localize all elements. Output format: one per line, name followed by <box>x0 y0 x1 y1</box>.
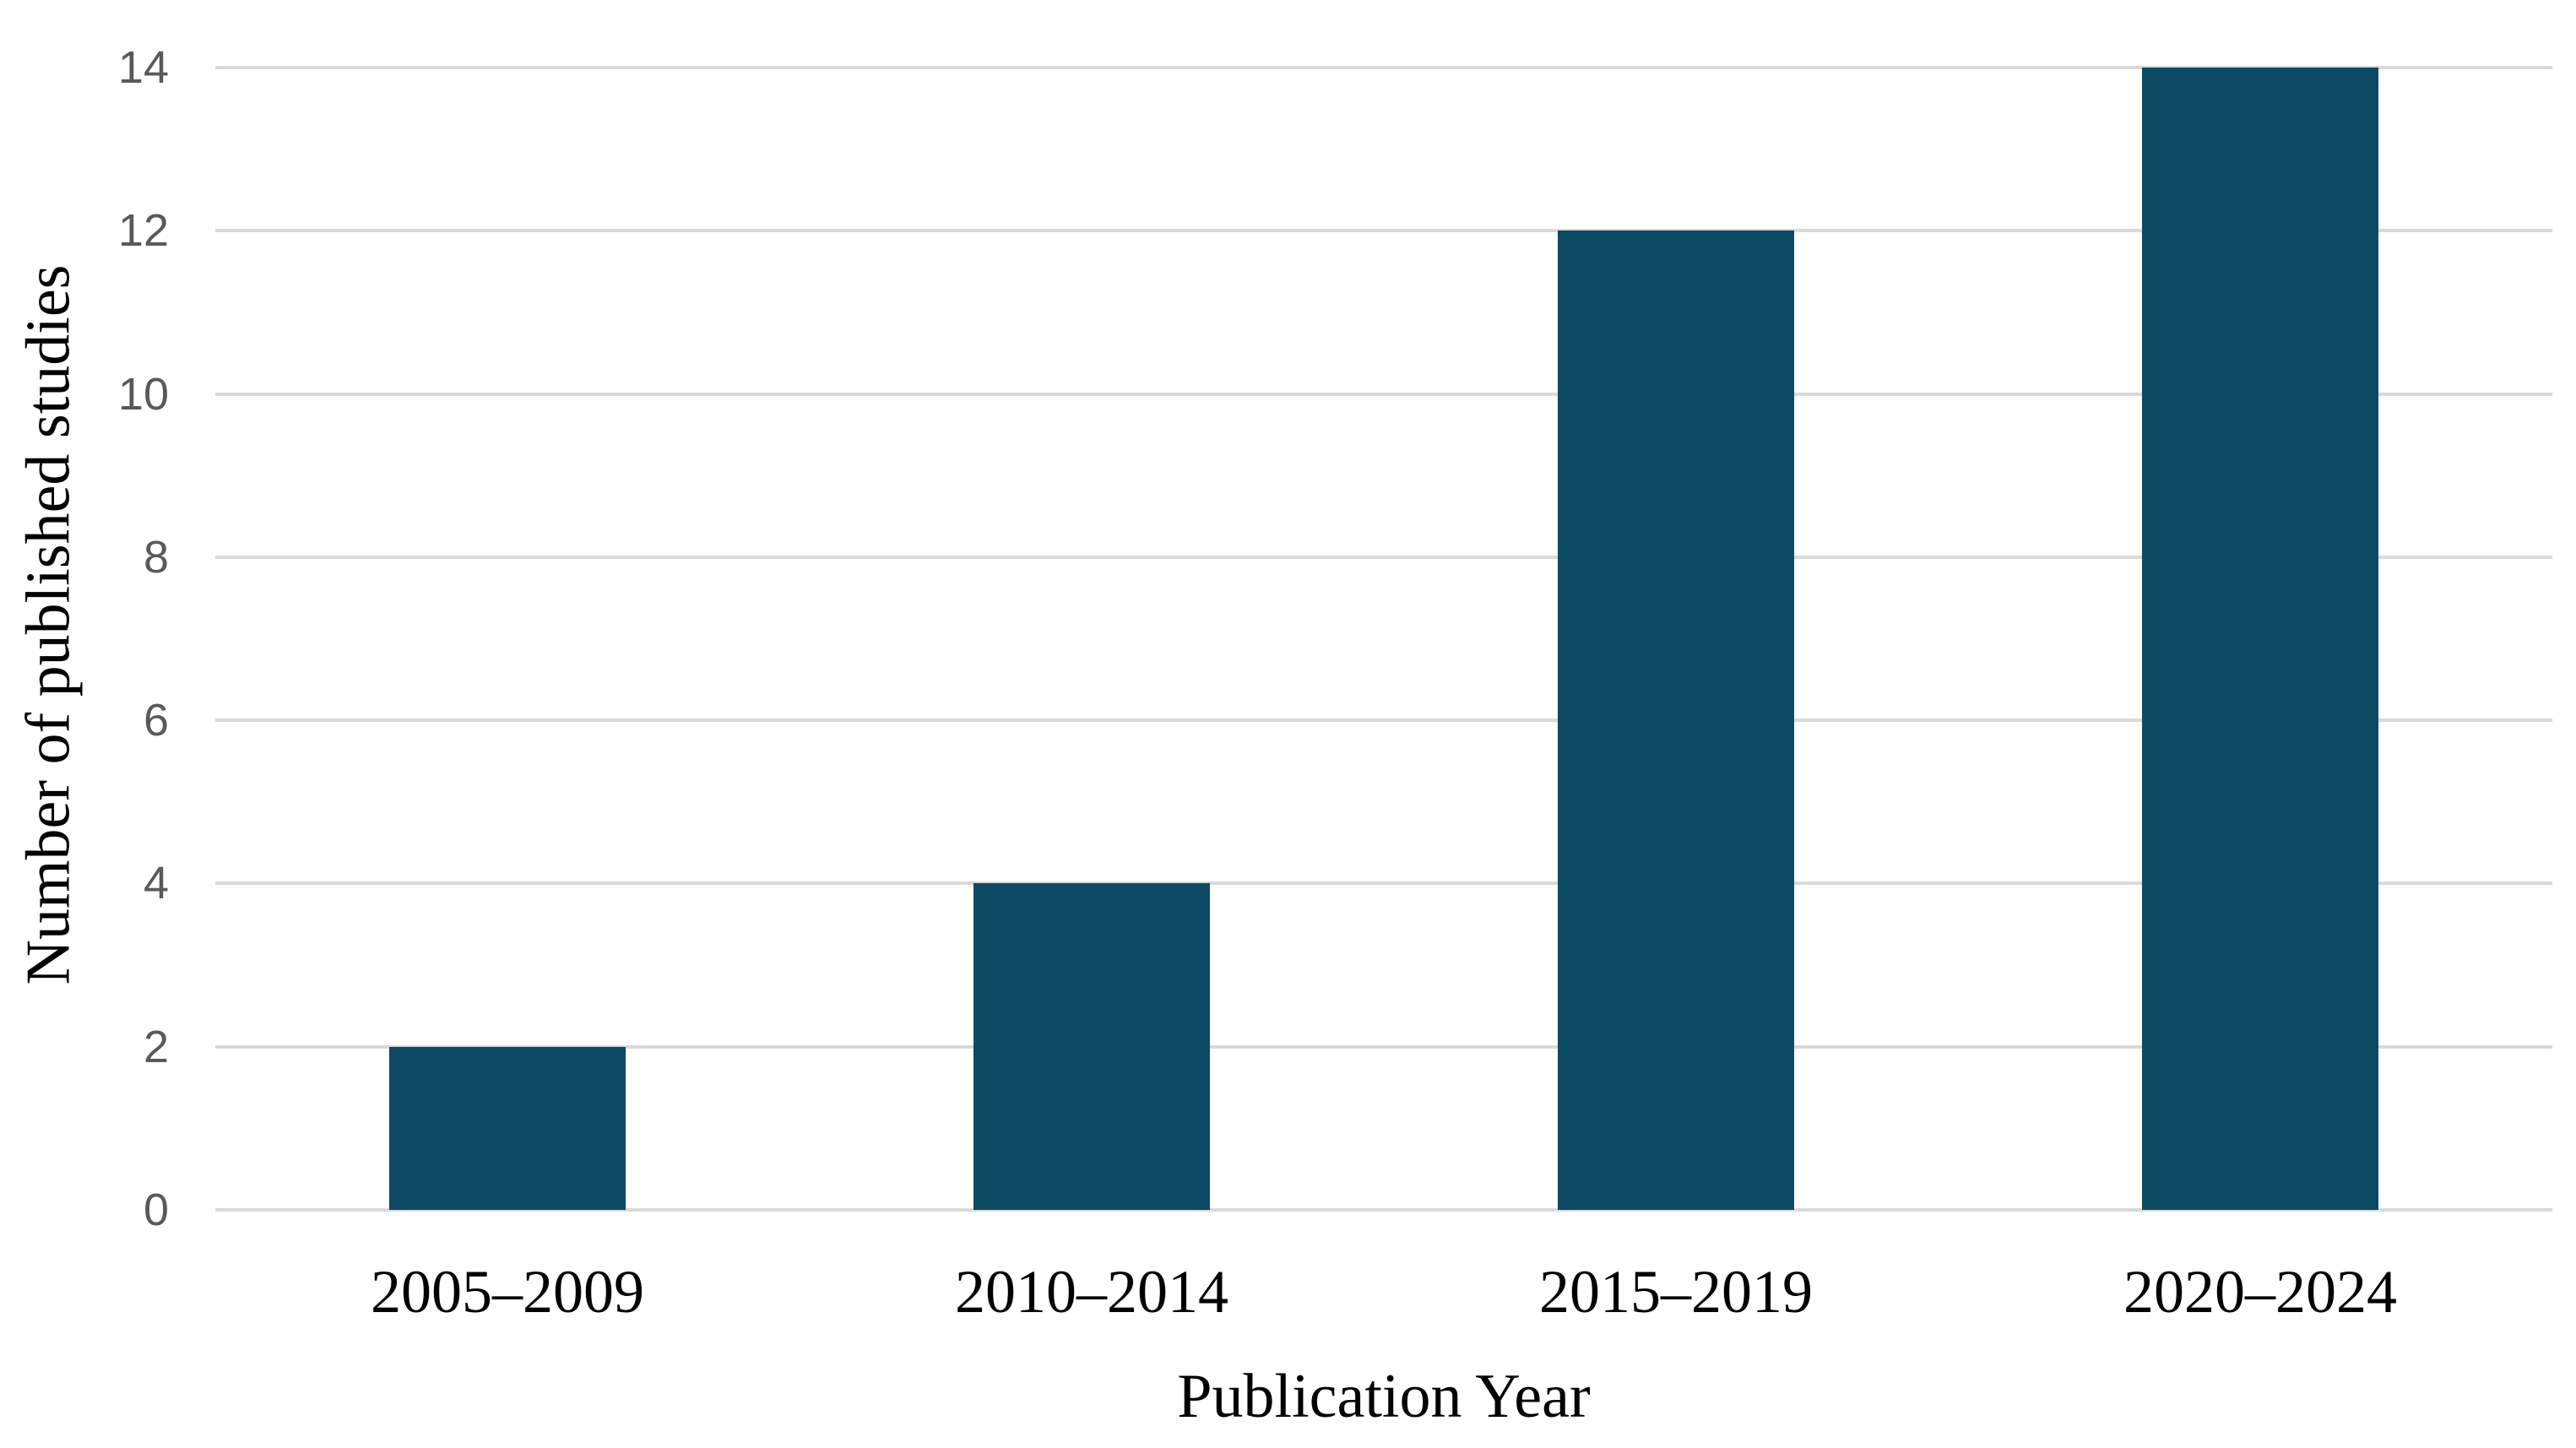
x-tick-label-2010-2014: 2010–2014 <box>955 1258 1228 1326</box>
bar-2010-2014 <box>973 883 1210 1210</box>
bar-2005-2009 <box>389 1046 626 1210</box>
gridline-y-12 <box>215 229 2552 233</box>
x-tick-label-2015-2019: 2015–2019 <box>1539 1258 1813 1326</box>
y-tick-label-12: 12 <box>117 205 169 257</box>
gridline-y-8 <box>215 555 2552 559</box>
x-axis-title: Publication Year <box>1177 1362 1591 1431</box>
gridline-y-10 <box>215 392 2552 396</box>
y-tick-label-4: 4 <box>143 858 169 909</box>
gridline-y-4 <box>215 881 2552 886</box>
gridline-y-2 <box>215 1044 2552 1049</box>
gridline-y-0 <box>215 1208 2552 1212</box>
x-tick-label-2005-2009: 2005–2009 <box>371 1258 644 1326</box>
y-tick-label-0: 0 <box>143 1185 169 1235</box>
gridline-y-6 <box>215 719 2552 723</box>
bar-2020-2024 <box>2142 68 2378 1210</box>
y-tick-label-14: 14 <box>117 42 169 93</box>
y-tick-label-2: 2 <box>143 1021 169 1072</box>
x-tick-label-2020-2024: 2020–2024 <box>2123 1258 2397 1326</box>
y-tick-label-8: 8 <box>143 531 169 583</box>
gridline-y-14 <box>215 66 2552 69</box>
plot-area <box>215 66 2552 1212</box>
y-tick-label-6: 6 <box>143 695 169 746</box>
bar-2015-2019 <box>1558 230 1794 1210</box>
y-tick-label-10: 10 <box>117 368 169 420</box>
